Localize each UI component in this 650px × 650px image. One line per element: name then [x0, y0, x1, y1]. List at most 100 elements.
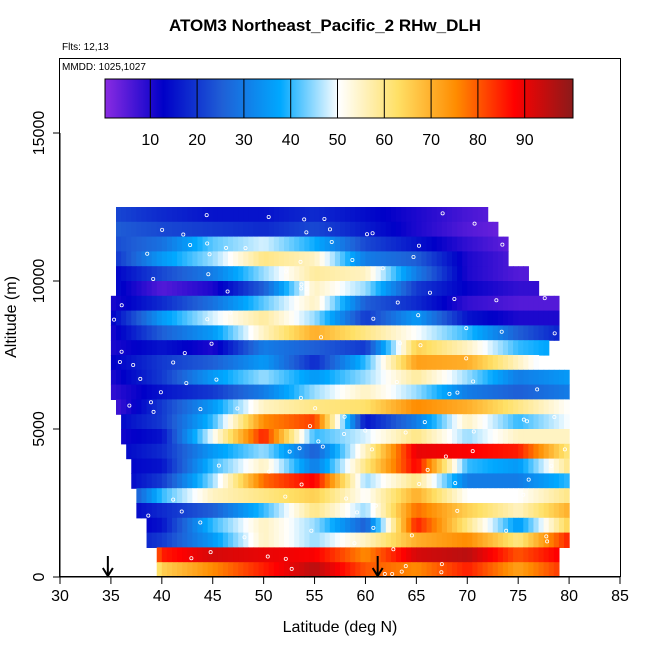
heatmap-cell [294, 295, 300, 312]
heatmap-cell [523, 369, 529, 386]
heatmap-cell [110, 384, 117, 400]
heatmap-cell [116, 399, 122, 415]
heatmap-cell [116, 295, 122, 312]
heatmap-cell [146, 443, 153, 460]
heatmap-cell [457, 399, 463, 415]
heatmap-cell [278, 236, 285, 252]
heatmap-cell [233, 458, 239, 474]
heatmap-cell [207, 340, 214, 356]
heatmap-cell [202, 503, 209, 519]
heatmap-cell [345, 532, 351, 548]
heatmap-cell [187, 310, 193, 326]
heatmap-cell [294, 266, 300, 282]
sample-marker [127, 403, 132, 408]
heatmap-cell [151, 355, 158, 371]
heatmap-cell [192, 414, 199, 430]
heatmap-cell [304, 414, 311, 430]
heatmap-cell [380, 473, 387, 489]
heatmap-cell [166, 414, 173, 430]
heatmap-cell [340, 295, 346, 312]
heatmap-cell [375, 251, 382, 267]
heatmap-cell [319, 414, 326, 430]
heatmap-cell [146, 429, 153, 445]
heatmap-cell [309, 443, 316, 460]
heatmap-cell [222, 473, 229, 489]
sample-marker [549, 463, 554, 468]
heatmap-cell [406, 429, 412, 445]
heatmap-cell [497, 369, 504, 386]
heatmap-cell [523, 325, 529, 341]
heatmap-cell [350, 207, 356, 223]
heatmap-cell [273, 251, 280, 267]
heatmap-cell [207, 443, 214, 460]
heatmap-cell [324, 547, 331, 563]
heatmap-cell [487, 414, 494, 430]
heatmap-cell [299, 266, 305, 282]
heatmap-cell [497, 399, 504, 415]
heatmap-cell [136, 295, 143, 312]
heatmap-cell [314, 221, 321, 238]
heatmap-cell [151, 384, 158, 400]
heatmap-cell [553, 310, 560, 326]
heatmap-cell [319, 295, 326, 312]
sample-marker [542, 296, 547, 301]
heatmap-cell [457, 414, 463, 430]
heatmap-cell [553, 473, 560, 489]
heatmap-cell [431, 399, 438, 415]
heatmap-cell [360, 384, 367, 400]
heatmap-cell [523, 384, 529, 400]
heatmap-cell [533, 503, 540, 519]
heatmap-cell [248, 384, 255, 400]
heatmap-cell [136, 443, 143, 460]
heatmap-cell [477, 207, 484, 223]
heatmap-cell [375, 207, 382, 223]
heatmap-cell [233, 236, 239, 252]
heatmap-cell [284, 532, 290, 548]
sample-marker [265, 554, 270, 559]
sample-marker [562, 447, 567, 452]
heatmap-cell [217, 266, 224, 282]
heatmap-cell [487, 281, 494, 297]
heatmap-cell [309, 251, 316, 267]
heatmap-cell [548, 384, 555, 400]
heatmap-cell [222, 443, 229, 460]
heatmap-cell [182, 414, 188, 430]
heatmap-cell [151, 295, 158, 312]
heatmap-cell [457, 547, 463, 563]
heatmap-cell [228, 517, 234, 534]
heatmap-cell [299, 473, 305, 489]
heatmap-cell [360, 251, 367, 267]
heatmap-cell [197, 266, 204, 282]
sample-marker [409, 533, 414, 538]
heatmap-cell [222, 281, 229, 297]
heatmap-cell [401, 429, 407, 445]
heatmap-cell [375, 458, 382, 474]
heatmap-cell [553, 369, 560, 386]
heatmap-cell [492, 488, 499, 504]
heatmap-cell [350, 384, 356, 400]
heatmap-cell [436, 295, 443, 312]
heatmap-cell [182, 503, 188, 519]
heatmap-cell [553, 384, 560, 400]
heatmap-cell [462, 488, 468, 504]
heatmap-cell [528, 295, 535, 312]
heatmap-cell [197, 355, 204, 371]
heatmap-cell [110, 295, 117, 312]
heatmap-cell [360, 503, 367, 519]
heatmap-cell [502, 517, 509, 534]
heatmap-cell [304, 473, 311, 489]
heatmap-cell [263, 221, 270, 238]
heatmap-cell [543, 488, 550, 504]
heatmap-cell [523, 547, 529, 563]
heatmap-cell [426, 221, 433, 238]
heatmap-cell [528, 503, 535, 519]
heatmap-cell [462, 310, 468, 326]
heatmap-cell [508, 281, 514, 297]
sample-marker [552, 331, 557, 336]
heatmap-cell [518, 369, 524, 386]
x-tick-label: 65 [407, 588, 425, 605]
heatmap-cell [380, 503, 387, 519]
heatmap-cell [273, 295, 280, 312]
heatmap-cell [482, 414, 489, 430]
heatmap-cell [202, 532, 209, 548]
